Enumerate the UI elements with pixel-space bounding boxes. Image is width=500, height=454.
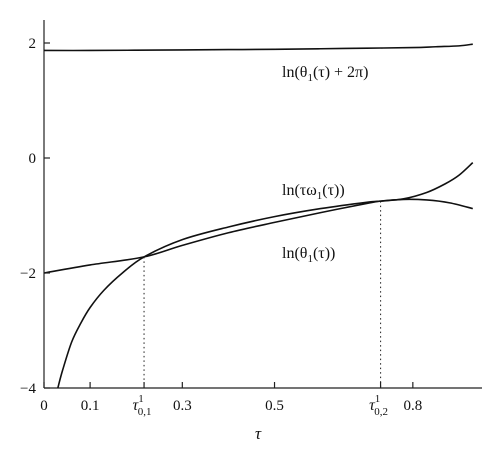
x-special-tick-label: τ1 0,1 [133,393,152,418]
x-tick-label: 0 [40,398,48,414]
intersection-guides [143,201,382,388]
y-tick-label: −2 [20,266,36,282]
x-tick-label: 0.5 [265,398,284,414]
x-axis-label: τ [255,424,262,443]
x-tick-label: 0.1 [81,398,100,414]
series-ln-tau-omega1 [57,162,474,389]
series-ln-theta1 [43,198,473,274]
curve-annotation: ln(θ1(τ)) [282,245,335,265]
plot-axes [43,20,482,389]
plot-curves [43,43,474,389]
curve-annotation: ln(τω1(τ)) [282,182,345,202]
x-axis-ticks: 0 0.1 0.3 0.5 0.8 τ1 0,1 τ1 0,2 [40,382,422,418]
x-tick-label: 0.3 [173,398,192,414]
curve-annotation: ln(θ1(τ) + 2π) [282,64,368,84]
x-special-tick-label: τ1 0,2 [369,393,388,418]
y-tick-label: −4 [20,381,36,397]
curve-annotations: ln(θ1(τ) + 2π) ln(τω1(τ)) ln(θ1(τ)) [282,64,368,265]
series-ln-theta1-plus-2pi [43,43,473,52]
y-axis-ticks: 2 0 −2 −4 [20,36,50,397]
x-tick-label: 0.8 [403,398,422,414]
y-tick-label: 0 [29,151,37,167]
y-tick-label: 2 [29,36,37,52]
